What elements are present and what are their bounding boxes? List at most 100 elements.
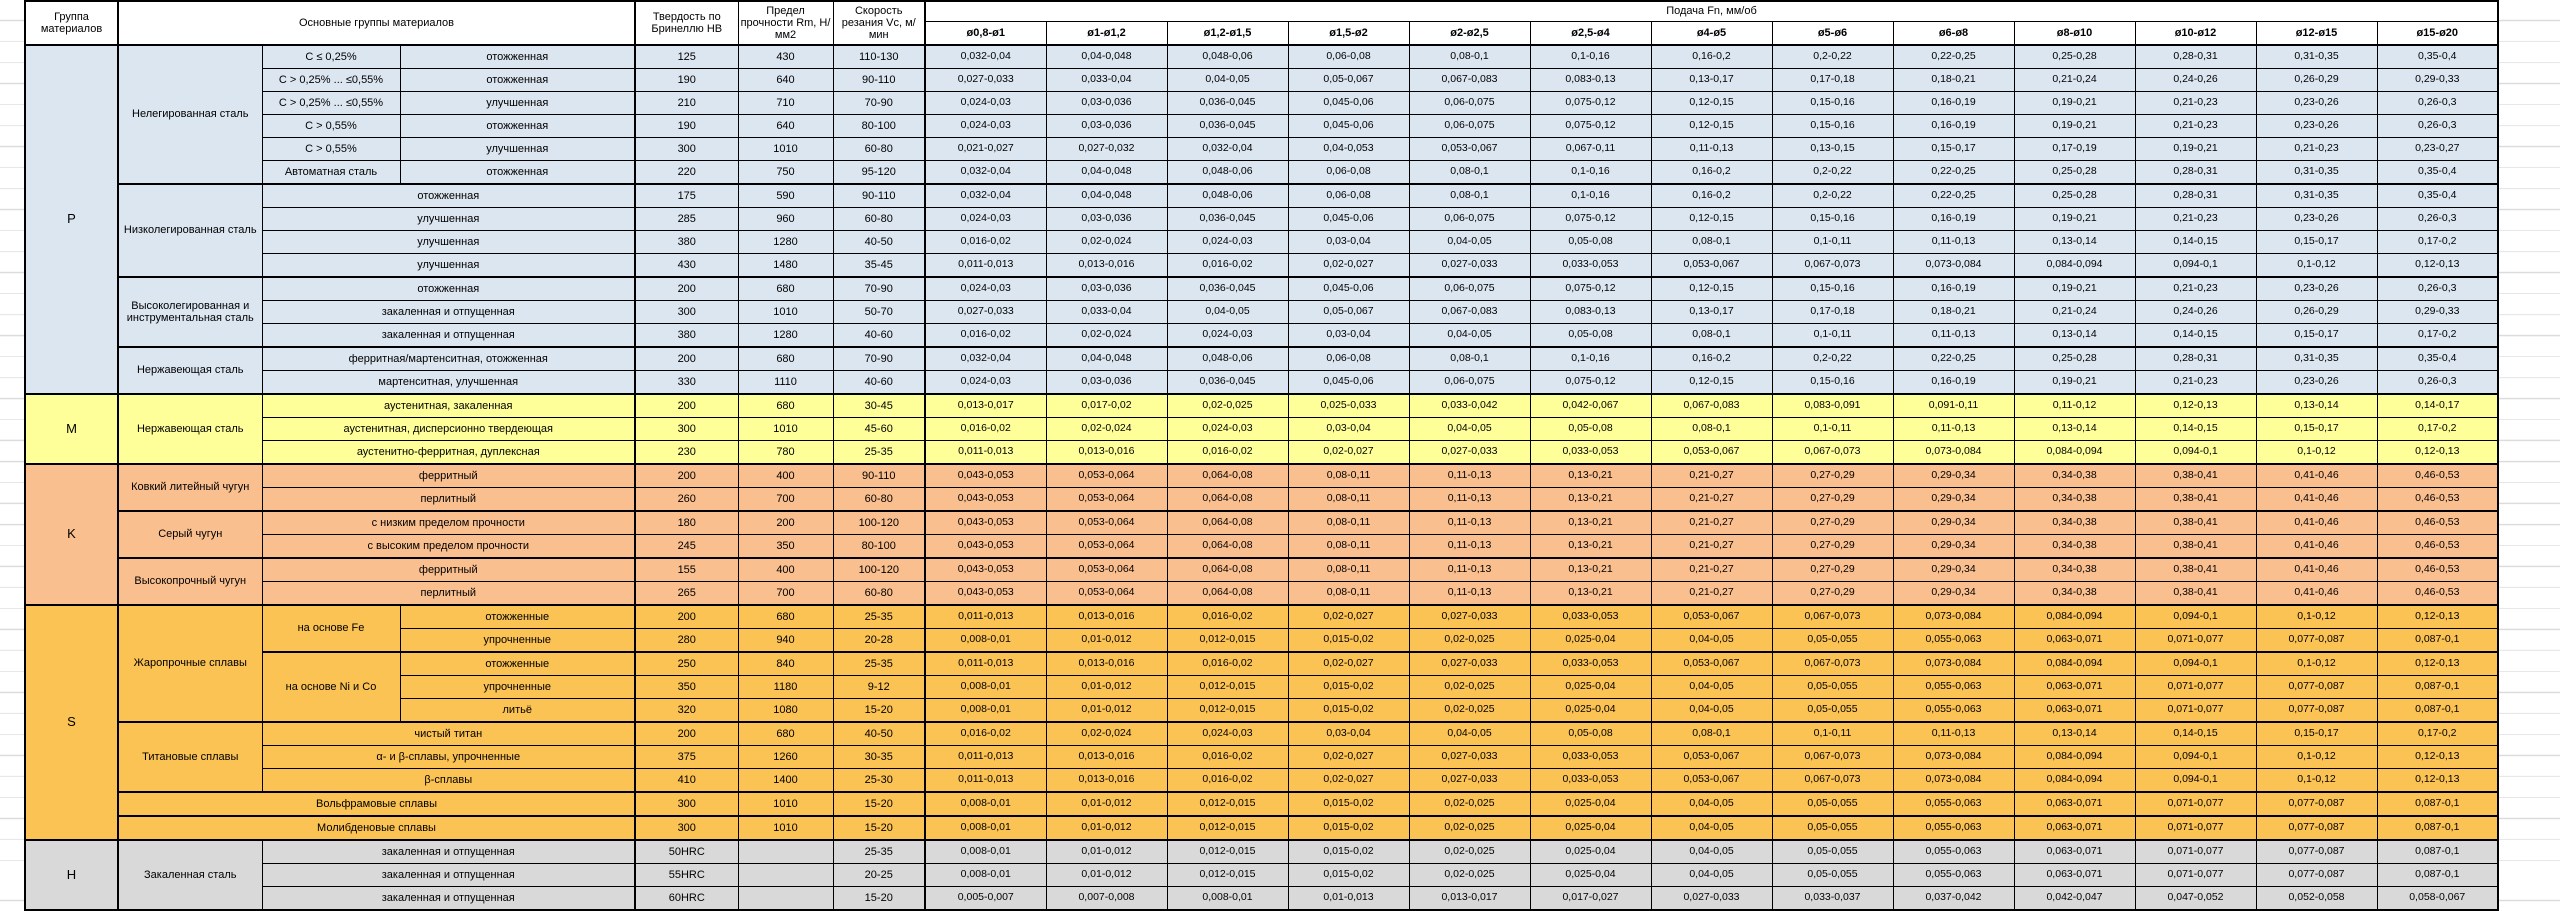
feed-value-cell[interactable]: 0,04-0,048 (1045, 160, 1168, 185)
feed-value-cell[interactable]: 0,27-0,29 (1771, 534, 1894, 559)
hardness-cell[interactable]: 190 (634, 68, 739, 92)
feed-value-cell[interactable]: 0,036-0,045 (1166, 91, 1289, 115)
feed-value-cell[interactable]: 0,28-0,31 (2134, 44, 2257, 69)
feed-value-cell[interactable]: 0,087-0,1 (2376, 791, 2499, 817)
group-code-cell[interactable]: P (24, 44, 119, 395)
material-family-cell[interactable]: Высоколегированная и инструментальная ст… (117, 276, 263, 348)
feed-value-cell[interactable]: 0,13-0,21 (1529, 581, 1652, 606)
material-subtype-cell[interactable]: отожженная (399, 114, 636, 138)
feed-value-cell[interactable]: 0,19-0,21 (2013, 276, 2136, 301)
feed-value-cell[interactable]: 0,06-0,075 (1408, 207, 1531, 231)
feed-value-cell[interactable]: 0,016-0,02 (924, 417, 1047, 441)
speed-cell[interactable]: 60-80 (832, 137, 926, 161)
feed-value-cell[interactable]: 0,008-0,01 (924, 791, 1047, 817)
feed-value-cell[interactable]: 0,03-0,036 (1045, 370, 1168, 395)
material-subtype-cell[interactable]: C > 0,55% (261, 137, 401, 161)
feed-value-cell[interactable]: 0,01-0,012 (1045, 815, 1168, 841)
speed-cell[interactable]: 15-20 (832, 815, 926, 841)
feed-value-cell[interactable]: 0,05-0,08 (1529, 323, 1652, 348)
hardness-cell[interactable]: 430 (634, 253, 739, 278)
feed-value-cell[interactable]: 0,15-0,16 (1771, 276, 1894, 301)
feed-value-cell[interactable]: 0,25-0,28 (2013, 346, 2136, 371)
feed-value-cell[interactable]: 0,011-0,013 (924, 651, 1047, 676)
strength-cell[interactable] (737, 863, 834, 887)
feed-value-cell[interactable]: 0,21-0,27 (1650, 463, 1773, 488)
feed-value-cell[interactable]: 0,084-0,094 (2013, 604, 2136, 629)
feed-value-cell[interactable]: 0,047-0,052 (2134, 886, 2257, 911)
feed-value-cell[interactable]: 0,055-0,063 (1892, 839, 2015, 864)
strength-cell[interactable]: 680 (737, 721, 834, 746)
feed-value-cell[interactable]: 0,19-0,21 (2013, 207, 2136, 231)
feed-value-cell[interactable]: 0,077-0,087 (2255, 675, 2378, 699)
hardness-cell[interactable]: 50HRC (634, 839, 739, 864)
feed-value-cell[interactable]: 0,16-0,2 (1650, 44, 1773, 69)
feed-value-cell[interactable]: 0,084-0,094 (2013, 745, 2136, 769)
feed-value-cell[interactable]: 0,063-0,071 (2013, 863, 2136, 887)
feed-value-cell[interactable]: 0,075-0,12 (1529, 207, 1652, 231)
feed-value-cell[interactable]: 0,26-0,29 (2255, 68, 2378, 92)
material-family-cell[interactable]: Вольфрамовые сплавы (117, 791, 636, 817)
feed-value-cell[interactable]: 0,075-0,12 (1529, 114, 1652, 138)
feed-value-cell[interactable]: 0,094-0,1 (2134, 440, 2257, 465)
strength-cell[interactable]: 1110 (737, 370, 834, 395)
feed-value-cell[interactable]: 0,13-0,21 (1529, 463, 1652, 488)
feed-value-cell[interactable]: 0,071-0,077 (2134, 839, 2257, 864)
feed-value-cell[interactable]: 0,048-0,06 (1166, 183, 1289, 208)
feed-value-cell[interactable]: 0,27-0,29 (1771, 510, 1894, 535)
feed-value-cell[interactable]: 0,1-0,12 (2255, 768, 2378, 793)
feed-value-cell[interactable]: 0,08-0,1 (1408, 346, 1531, 371)
feed-value-cell[interactable]: 0,053-0,067 (1650, 253, 1773, 278)
feed-value-cell[interactable]: 0,007-0,008 (1045, 886, 1168, 911)
feed-value-cell[interactable]: 0,13-0,14 (2013, 323, 2136, 348)
strength-cell[interactable]: 640 (737, 68, 834, 92)
feed-value-cell[interactable]: 0,16-0,2 (1650, 183, 1773, 208)
feed-value-cell[interactable]: 0,46-0,53 (2376, 557, 2499, 582)
feed-value-cell[interactable]: 0,03-0,036 (1045, 207, 1168, 231)
feed-value-cell[interactable]: 0,053-0,067 (1650, 768, 1773, 793)
feed-value-cell[interactable]: 0,1-0,11 (1771, 323, 1894, 348)
feed-value-cell[interactable]: 0,06-0,08 (1287, 346, 1410, 371)
material-subtype-cell[interactable]: упрочненные (399, 628, 636, 653)
feed-value-cell[interactable]: 0,073-0,084 (1892, 604, 2015, 629)
hardness-cell[interactable]: 300 (634, 791, 739, 817)
feed-value-cell[interactable]: 0,24-0,26 (2134, 68, 2257, 92)
feed-value-cell[interactable]: 0,1-0,16 (1529, 44, 1652, 69)
header-material-group[interactable]: Группа материалов (24, 0, 119, 46)
speed-cell[interactable]: 60-80 (832, 207, 926, 231)
feed-value-cell[interactable]: 0,043-0,053 (924, 510, 1047, 535)
feed-value-cell[interactable]: 0,03-0,036 (1045, 114, 1168, 138)
feed-value-cell[interactable]: 0,04-0,05 (1408, 721, 1531, 746)
feed-value-cell[interactable]: 0,01-0,012 (1045, 698, 1168, 723)
feed-value-cell[interactable]: 0,017-0,02 (1045, 393, 1168, 418)
feed-value-cell[interactable]: 0,02-0,024 (1045, 721, 1168, 746)
strength-cell[interactable]: 1480 (737, 253, 834, 278)
feed-value-cell[interactable]: 0,077-0,087 (2255, 628, 2378, 653)
strength-cell[interactable]: 640 (737, 114, 834, 138)
material-subtype-cell[interactable]: улучшенная (261, 230, 636, 254)
feed-value-cell[interactable]: 0,46-0,53 (2376, 581, 2499, 606)
feed-value-cell[interactable]: 0,042-0,067 (1529, 393, 1652, 418)
strength-cell[interactable]: 1080 (737, 698, 834, 723)
feed-value-cell[interactable]: 0,29-0,34 (1892, 510, 2015, 535)
material-family-cell[interactable]: Высокопрочный чугун (117, 557, 263, 606)
feed-value-cell[interactable]: 0,067-0,083 (1408, 68, 1531, 92)
feed-value-cell[interactable]: 0,045-0,06 (1287, 276, 1410, 301)
feed-value-cell[interactable]: 0,012-0,015 (1166, 791, 1289, 817)
feed-value-cell[interactable]: 0,055-0,063 (1892, 698, 2015, 723)
header-feed-column-3[interactable]: ø1,2-ø1,5 (1166, 20, 1289, 46)
feed-value-cell[interactable]: 0,11-0,13 (1408, 534, 1531, 559)
speed-cell[interactable]: 40-60 (832, 323, 926, 348)
feed-value-cell[interactable]: 0,14-0,15 (2134, 230, 2257, 254)
hardness-cell[interactable]: 260 (634, 487, 739, 512)
feed-value-cell[interactable]: 0,053-0,064 (1045, 534, 1168, 559)
header-feed-column-4[interactable]: ø1,5-ø2 (1287, 20, 1410, 46)
material-subtype-cell[interactable]: отожженная (399, 44, 636, 69)
feed-value-cell[interactable]: 0,087-0,1 (2376, 628, 2499, 653)
material-family-cell[interactable]: Закаленная сталь (117, 839, 263, 911)
strength-cell[interactable]: 780 (737, 440, 834, 465)
feed-value-cell[interactable]: 0,27-0,29 (1771, 487, 1894, 512)
speed-cell[interactable]: 9-12 (832, 675, 926, 699)
material-subtype-cell[interactable]: ферритная/мартенситная, отожженная (261, 346, 636, 371)
feed-value-cell[interactable]: 0,16-0,19 (1892, 370, 2015, 395)
feed-value-cell[interactable]: 0,41-0,46 (2255, 487, 2378, 512)
